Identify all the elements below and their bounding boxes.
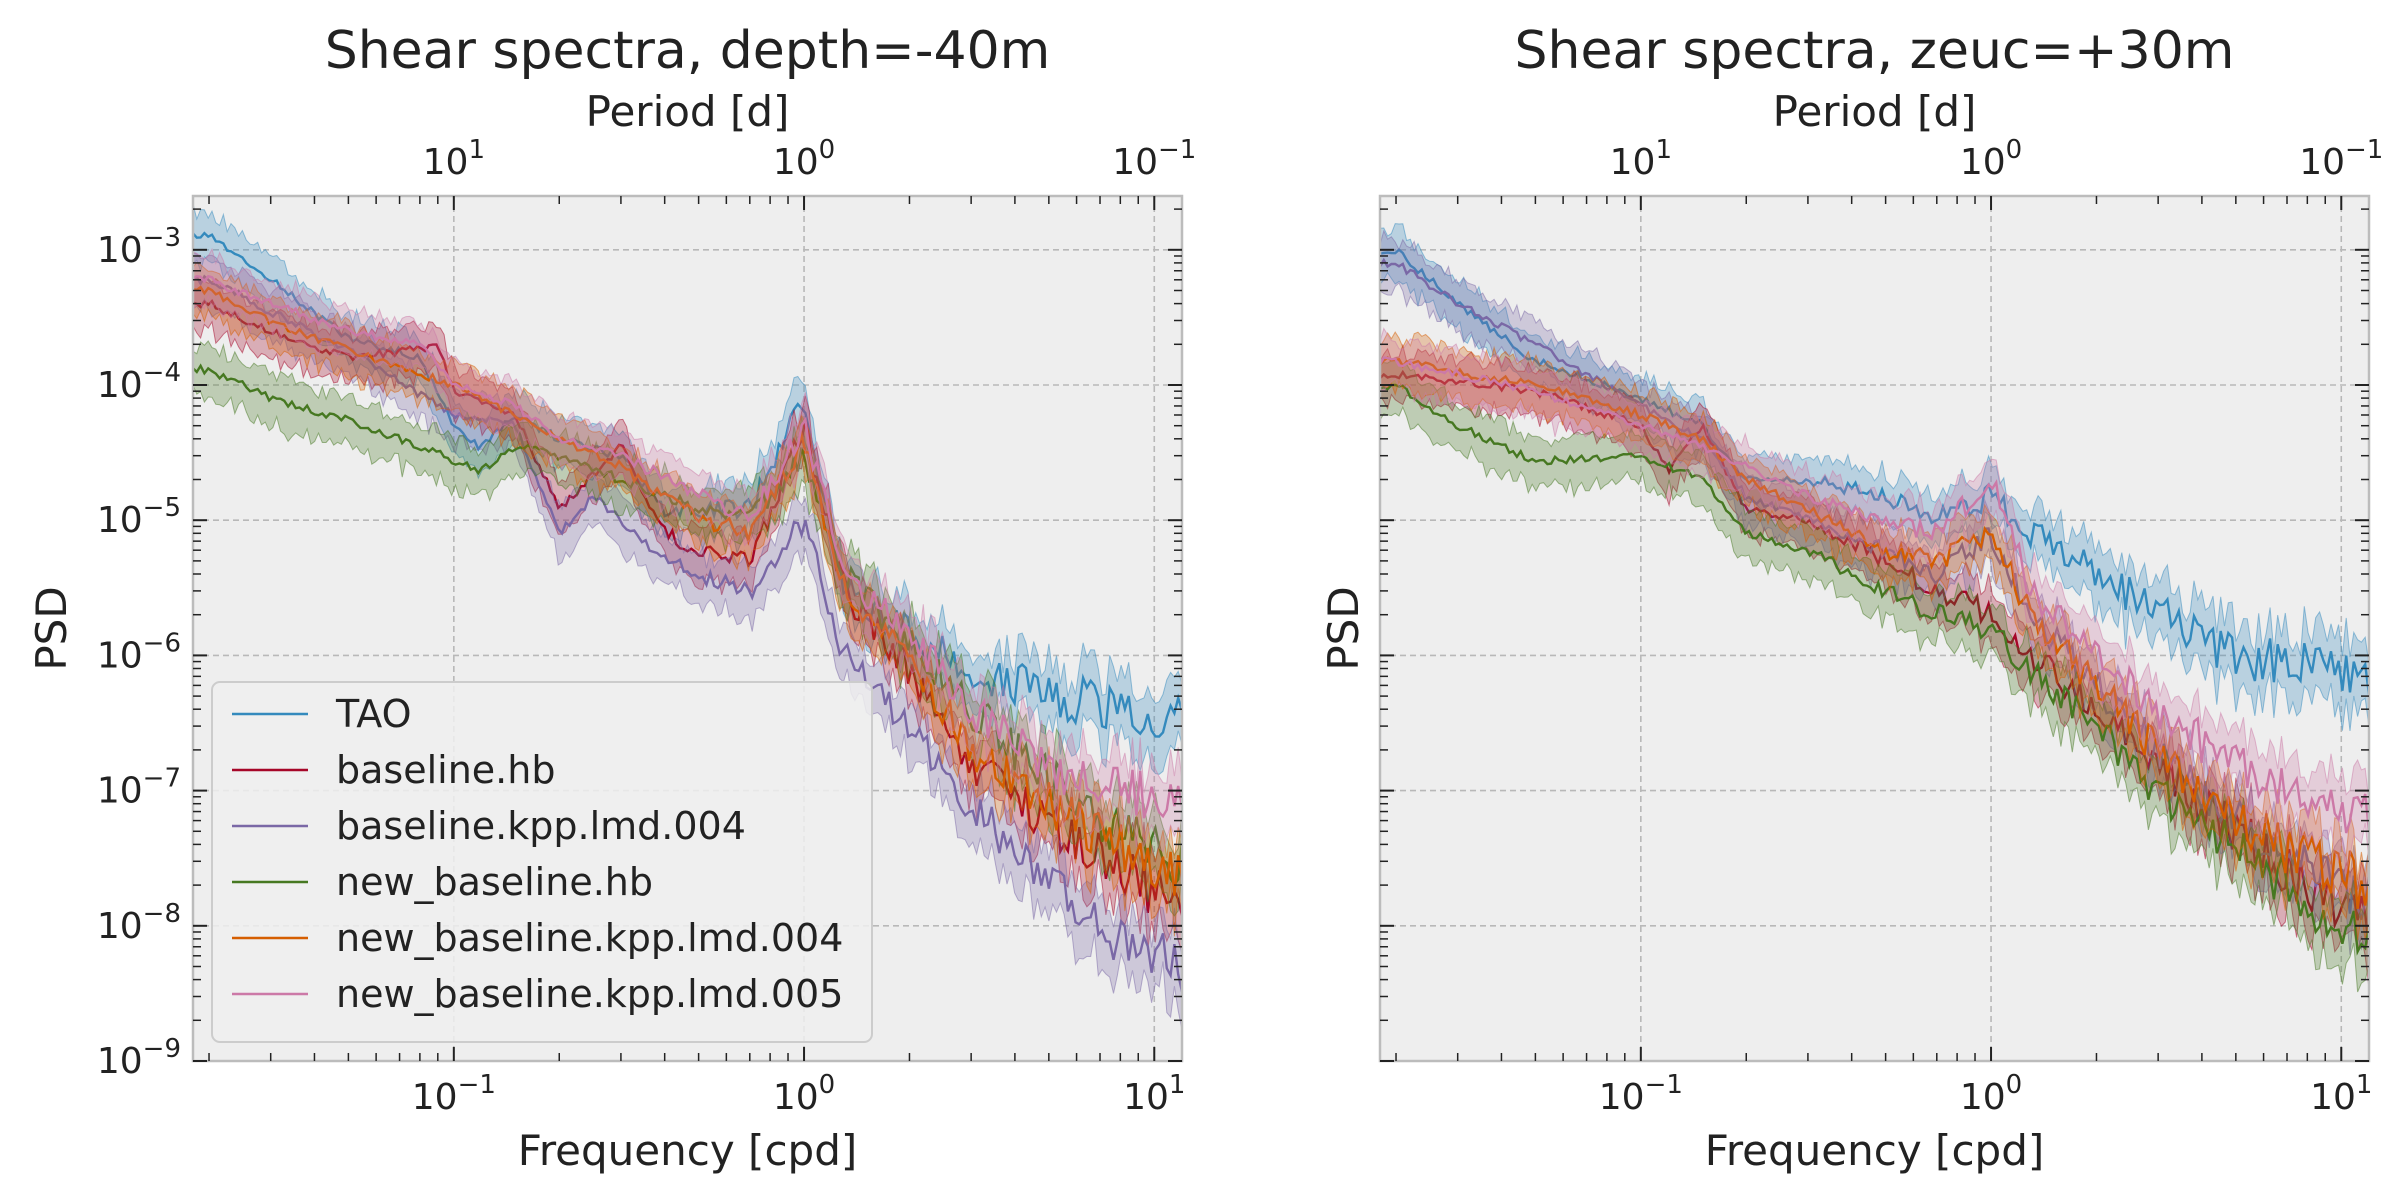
top-tick-label: 101: [423, 135, 485, 183]
top-tick-label: 100: [1960, 135, 2022, 183]
series-band-4: [1380, 331, 2369, 941]
secondary-x-axis-label: Period [d]: [586, 87, 790, 136]
x-tick-label: 10−1: [1599, 1070, 1683, 1118]
y-axis-label: PSD: [27, 586, 76, 670]
series-band-5: [193, 247, 1182, 853]
top-tick-label: 101: [1610, 135, 1672, 183]
y-tick-label: 10−5: [97, 493, 181, 541]
x-tick-label: 100: [1960, 1070, 2022, 1118]
series-line-5: [1380, 356, 2369, 834]
y-tick-label: 10−8: [97, 899, 181, 947]
series-line-3: [1380, 383, 2369, 956]
ticks: [1380, 196, 2369, 1062]
legend-label-5: new_baseline.kpp.lmd.005: [336, 972, 843, 1016]
secondary-x-axis-label: Period [d]: [1773, 87, 1977, 136]
x-axis-label: Frequency [cpd]: [518, 1126, 858, 1175]
series-band-3: [1380, 359, 2369, 993]
legend-label-4: new_baseline.kpp.lmd.004: [336, 916, 843, 960]
chart-title: Shear spectra, depth=-40m: [325, 21, 1051, 81]
x-tick-label: 101: [2310, 1070, 2372, 1118]
top-tick-label: 10−1: [1112, 135, 1196, 183]
series-group: [1380, 223, 2369, 993]
x-tick-label: 10−1: [412, 1070, 496, 1118]
top-tick-label: 10−1: [2299, 135, 2383, 183]
chart-title: Shear spectra, zeuc=+30m: [1515, 21, 2235, 81]
series-line-4: [1380, 355, 2369, 909]
y-tick-label: 10−4: [97, 358, 181, 406]
series-band-4: [193, 261, 1182, 937]
plot-frame: [191, 194, 1184, 1063]
chart-panel-1: 10−1 100 101 101 100 10−1 10−9 10−8 10−7 10−6 10−5…: [27, 21, 1196, 1175]
y-tick-label: 10−3: [97, 223, 181, 271]
series-line-3: [193, 363, 1182, 887]
y-tick-label: 10−7: [97, 764, 181, 812]
series-line-4: [193, 285, 1182, 896]
series-band-2: [1380, 229, 2369, 955]
legend: TAO baseline.hb baseline.kpp.lmd.004 new_ba…: [211, 681, 873, 1043]
x-axis-label: Frequency [cpd]: [1705, 1126, 2045, 1175]
plot-frame: [1378, 194, 2371, 1063]
legend-label-0: TAO: [335, 692, 412, 736]
series-line-5: [193, 274, 1182, 819]
series-band-2: [193, 252, 1182, 1030]
ticks: [193, 196, 1182, 1062]
legend-label-2: baseline.kpp.lmd.004: [336, 804, 746, 848]
chart-panel-2: 10−1 100 101 101 100 10−1 Shear spectra, zeuc=…: [1319, 21, 2383, 1175]
plot-area: [1380, 196, 2369, 1061]
series-band-3: [193, 340, 1182, 917]
y-tick-label: 10−6: [97, 628, 181, 676]
legend-label-1: baseline.hb: [336, 748, 555, 792]
series-band-5: [1380, 327, 2369, 875]
series-line-0: [1380, 248, 2369, 695]
x-tick-label: 101: [1123, 1070, 1185, 1118]
y-axis-label: PSD: [1319, 586, 1368, 670]
top-tick-label: 100: [773, 135, 835, 183]
y-tick-label: 10−9: [97, 1034, 181, 1082]
legend-box: [211, 681, 873, 1043]
series-group: [193, 203, 1182, 1030]
legend-label-3: new_baseline.hb: [336, 860, 653, 904]
x-tick-label: 100: [773, 1070, 835, 1118]
